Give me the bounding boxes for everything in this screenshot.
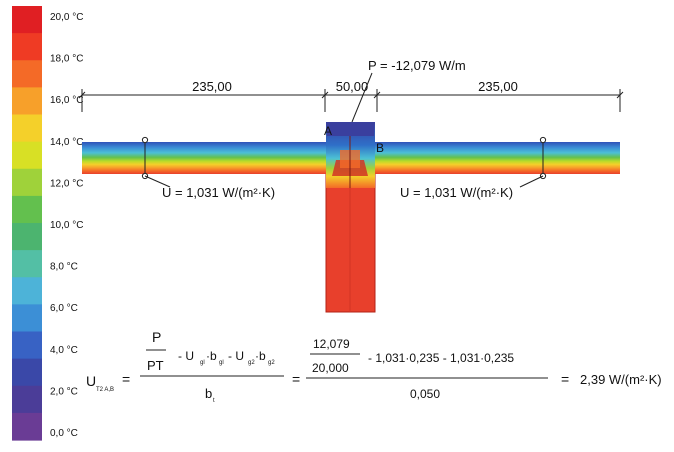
color-scale-step <box>12 168 42 197</box>
formula-lhs-subscript: T2 A,B <box>96 387 114 393</box>
scale-label: 18,0 °C <box>50 54 83 65</box>
color-scale-step <box>12 250 42 278</box>
formula-frac2-denom: 0,050 <box>410 387 440 401</box>
scale-label: 0,0 °C <box>50 428 78 439</box>
scale-label: 12,0 °C <box>50 178 83 189</box>
formula-dot-b2: ·b <box>255 349 266 363</box>
formula-dot-b1: ·b <box>206 349 217 363</box>
scale-label: 14,0 °C <box>50 137 83 148</box>
u-value-right: U = 1,031 W/(m²·K) <box>400 185 513 200</box>
formula-sub-g2: g2 <box>248 360 255 366</box>
formula-frac1-top: P <box>152 329 161 345</box>
scale-label: 20,0 °C <box>50 12 83 23</box>
color-scale-step <box>12 358 42 387</box>
formula-lhs-symbol: U <box>86 373 96 389</box>
formula-frac1-denom: b <box>205 386 212 401</box>
u-marker-left <box>141 136 171 188</box>
formula-minus-u2: - U <box>228 349 244 363</box>
dimension-middle: 50,00 <box>336 79 369 94</box>
formula-frac2-terms: - 1,031·0,235 - 1,031·0,235 <box>368 351 514 365</box>
formula-result: 2,39 W/(m²·K) <box>580 372 662 387</box>
dimension-right: 235,00 <box>478 79 518 94</box>
formula-frac2-top: 12,079 <box>313 337 350 351</box>
color-scale-step <box>12 33 42 61</box>
color-scale-step <box>12 385 42 414</box>
formula-frac1-terms: - U <box>178 349 194 363</box>
color-scale-step <box>12 195 42 224</box>
junction-cold-cap <box>327 122 374 136</box>
color-scale-step <box>12 223 42 251</box>
formula-sub-b2: g2 <box>268 360 275 366</box>
formula-frac1-bot: PT <box>147 358 164 373</box>
formula: U T2 A,B = P PT - U gl ·b gl - U g2 ·b g… <box>86 329 662 404</box>
temperature-color-scale <box>12 6 42 441</box>
scale-label: 4,0 °C <box>50 345 78 356</box>
color-scale-step <box>12 6 42 34</box>
formula-sub-g1: gl <box>200 360 205 366</box>
scale-label: 6,0 °C <box>50 303 78 314</box>
dimension-left: 235,00 <box>192 79 232 94</box>
point-a-label: A <box>324 124 332 138</box>
heat-flow-leader <box>351 72 373 123</box>
scale-label: 10,0 °C <box>50 220 83 231</box>
u-marker-right <box>519 136 547 188</box>
heat-flow-label: P = -12,079 W/m <box>368 58 466 73</box>
formula-frac2-bot: 20,000 <box>312 361 349 375</box>
scale-label: 8,0 °C <box>50 262 78 273</box>
color-scale-step <box>12 141 42 170</box>
color-scale-step <box>12 412 42 441</box>
scale-label: 2,0 °C <box>50 386 78 397</box>
formula-sub-b1: gl <box>219 360 224 366</box>
scale-label: 16,0 °C <box>50 95 83 106</box>
temperature-scale-labels: 20,0 °C 18,0 °C 16,0 °C 14,0 °C 12,0 °C 10,0 … <box>50 12 83 439</box>
color-scale-step <box>12 331 42 360</box>
color-scale-step <box>12 87 42 116</box>
dimension-line <box>78 89 624 112</box>
formula-equals-2: = <box>292 371 300 387</box>
color-scale-step <box>12 114 42 143</box>
color-scale-step <box>12 60 42 88</box>
formula-equals-1: = <box>122 371 130 387</box>
formula-sub-t: t <box>213 398 215 404</box>
color-scale-step <box>12 277 42 305</box>
formula-equals-3: = <box>561 371 569 387</box>
point-b-label: B <box>376 141 384 155</box>
color-scale-step <box>12 304 42 333</box>
u-value-left: U = 1,031 W/(m²·K) <box>162 185 275 200</box>
